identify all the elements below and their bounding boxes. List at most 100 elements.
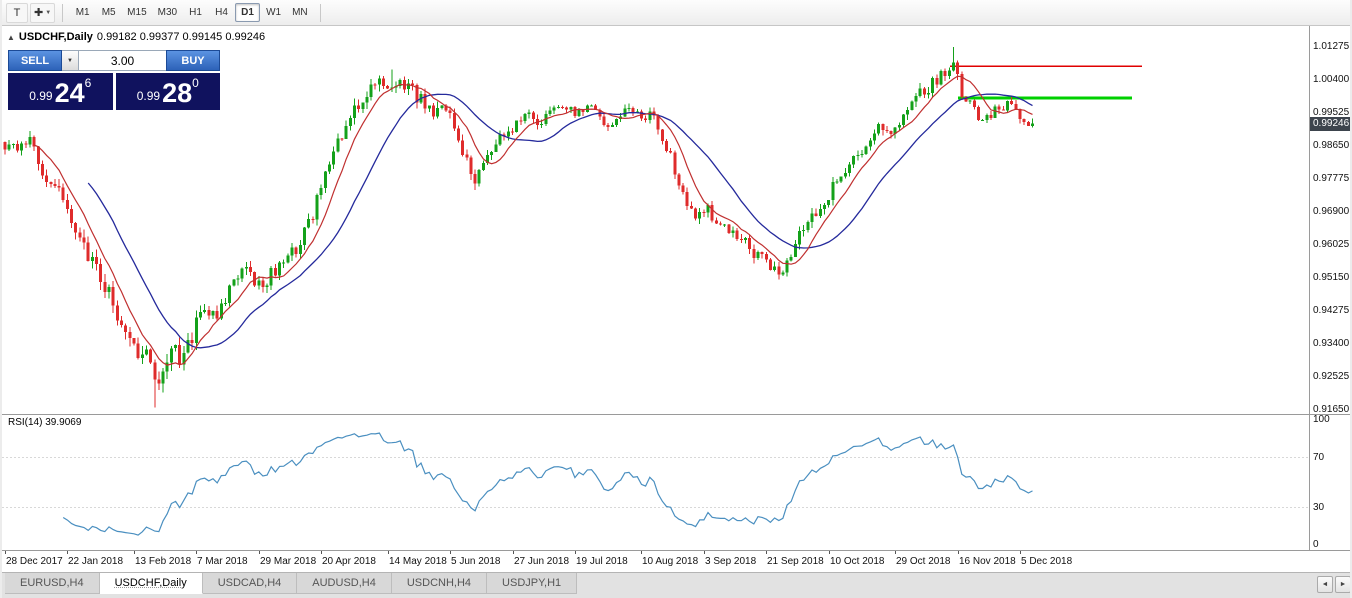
tab-eurusd-h4[interactable]: EURUSD,H4: [5, 573, 100, 594]
one-click-trading-panel: SELL ▼ BUY 0.99 24 6 0.99 28 0: [8, 50, 220, 110]
rsi-axis-label: 30: [1313, 502, 1324, 513]
trade-panel-controls: SELL ▼ BUY: [8, 50, 220, 71]
date-scale[interactable]: 28 Dec 2017 22 Jan 2018 13 Feb 2018 7 Mar 2…: [2, 551, 1309, 572]
buy-price-display[interactable]: 0.99 28 0: [116, 73, 221, 110]
date-axis-label: 21 Sep 2018: [767, 556, 824, 567]
date-axis-label: 3 Sep 2018: [705, 556, 756, 567]
date-tick-mark: [388, 551, 389, 554]
buy-button[interactable]: BUY: [166, 50, 220, 71]
tab-audusd-h4[interactable]: AUDUSD,H4: [297, 573, 392, 594]
timeframe-button-m1[interactable]: M1: [70, 3, 95, 22]
price-axis-label: 0.99525: [1313, 107, 1349, 118]
chart-symbol-line: ▲ USDCHF,Daily 0.99182 0.99377 0.99145 0…: [7, 31, 265, 43]
drawing-tool-dropdown-icon[interactable]: ✚▼: [30, 3, 55, 23]
buy-price-pip-digit: 0: [192, 76, 199, 90]
date-tick-mark: [196, 551, 197, 554]
timeframe-button-m5[interactable]: M5: [96, 3, 121, 22]
rsi-indicator-canvas[interactable]: [2, 415, 1309, 550]
date-tick-mark: [67, 551, 68, 554]
date-axis-label: 16 Nov 2018: [959, 556, 1016, 567]
chart-tool-icon[interactable]: T: [6, 3, 28, 23]
date-tick-mark: [766, 551, 767, 554]
symbol-ohlc-values: 0.99182 0.99377 0.99145 0.99246: [97, 31, 265, 43]
price-axis-label: 0.98650: [1313, 140, 1349, 151]
date-axis-label: 14 May 2018: [389, 556, 447, 567]
date-axis-label: 29 Oct 2018: [896, 556, 950, 567]
current-price-badge: 0.99246: [1310, 117, 1352, 131]
rsi-indicator-label: RSI(14) 39.9069: [8, 417, 81, 428]
buy-price-prefix: 0.99: [137, 89, 160, 103]
date-axis-label: 22 Jan 2018: [68, 556, 123, 567]
collapse-icon[interactable]: ▲: [7, 33, 15, 42]
toolbar-separator: [320, 4, 321, 22]
timeframe-button-m15[interactable]: M15: [122, 3, 151, 22]
date-axis-label: 29 Mar 2018: [260, 556, 316, 567]
sell-price-big-digits: 24: [55, 80, 85, 107]
timeframe-button-m30[interactable]: M30: [153, 3, 182, 22]
date-axis-label: 13 Feb 2018: [135, 556, 191, 567]
timeframe-button-w1[interactable]: W1: [261, 3, 286, 22]
price-axis-label: 0.94275: [1313, 305, 1349, 316]
toolbar-icons: T✚▼: [6, 3, 55, 23]
tab-scroll-right-icon[interactable]: ►: [1335, 576, 1351, 593]
lot-dropdown-icon[interactable]: ▼: [62, 50, 79, 71]
date-tick-mark: [958, 551, 959, 554]
tab-usdchf-daily[interactable]: USDCHF,Daily: [100, 573, 203, 594]
tab-usdcad-h4[interactable]: USDCAD,H4: [203, 573, 298, 594]
price-axis-label: 0.97775: [1313, 173, 1349, 184]
date-tick-mark: [450, 551, 451, 554]
date-axis-label: 19 Jul 2018: [576, 556, 628, 567]
tab-scroll-left-icon[interactable]: ◄: [1317, 576, 1333, 593]
rsi-scale[interactable]: 100 70 30 0: [1310, 415, 1352, 550]
toolbar-separator: [62, 4, 63, 22]
date-axis-label: 10 Aug 2018: [642, 556, 698, 567]
date-axis-label: 5 Dec 2018: [1021, 556, 1072, 567]
price-axis-label: 0.95150: [1313, 272, 1349, 283]
rsi-axis-label: 100: [1313, 414, 1330, 425]
sell-price-display[interactable]: 0.99 24 6: [8, 73, 113, 110]
tab-usdcnh-h4[interactable]: USDCNH,H4: [392, 573, 487, 594]
buy-price-big-digits: 28: [162, 80, 192, 107]
date-tick-mark: [134, 551, 135, 554]
date-tick-mark: [513, 551, 514, 554]
sell-price-prefix: 0.99: [29, 89, 52, 103]
date-axis-label: 7 Mar 2018: [197, 556, 248, 567]
date-tick-mark: [641, 551, 642, 554]
date-tick-mark: [895, 551, 896, 554]
mt4-window: T✚▼ M1M5M15M30H1H4D1W1MN ▲ USDCHF,Daily …: [0, 0, 1352, 598]
trade-panel-prices: 0.99 24 6 0.99 28 0: [8, 73, 220, 110]
toolbar: T✚▼ M1M5M15M30H1H4D1W1MN: [2, 0, 1350, 26]
tab-scroll-buttons: ◄ ►: [1317, 576, 1351, 593]
date-tick-mark: [1020, 551, 1021, 554]
timeframe-button-h1[interactable]: H1: [183, 3, 208, 22]
sell-button[interactable]: SELL: [8, 50, 62, 71]
date-tick-mark: [259, 551, 260, 554]
chart-tabs: EURUSD,H4USDCHF,DailyUSDCAD,H4AUDUSD,H4U…: [5, 573, 577, 594]
price-axis-label: 1.00400: [1313, 74, 1349, 85]
rsi-axis-label: 70: [1313, 452, 1324, 463]
sell-price-pip-digit: 6: [85, 76, 92, 90]
timeframe-button-h4[interactable]: H4: [209, 3, 234, 22]
date-axis-label: 10 Oct 2018: [830, 556, 884, 567]
price-axis-label: 0.96025: [1313, 239, 1349, 250]
price-axis-label: 0.93400: [1313, 338, 1349, 349]
date-axis-label: 28 Dec 2017: [6, 556, 63, 567]
chart-tab-bar: EURUSD,H4USDCHF,DailyUSDCAD,H4AUDUSD,H4U…: [2, 572, 1352, 598]
date-tick-mark: [321, 551, 322, 554]
date-axis-label: 5 Jun 2018: [451, 556, 501, 567]
timeframe-buttons: M1M5M15M30H1H4D1W1MN: [70, 3, 312, 22]
price-axis-label: 0.96900: [1313, 206, 1349, 217]
price-scale[interactable]: 0.99246 1.01275 1.00400 0.99525 0.98650 0.97…: [1310, 26, 1352, 414]
tab-usdjpy-h1[interactable]: USDJPY,H1: [487, 573, 577, 594]
date-tick-mark: [575, 551, 576, 554]
symbol-name: USDCHF,Daily: [19, 31, 93, 43]
date-axis-label: 27 Jun 2018: [514, 556, 569, 567]
lot-size-input[interactable]: [79, 50, 166, 71]
price-axis-label: 1.01275: [1313, 41, 1349, 52]
timeframe-button-d1[interactable]: D1: [235, 3, 260, 22]
date-tick-mark: [829, 551, 830, 554]
rsi-axis-label: 0: [1313, 539, 1319, 550]
date-axis-label: 20 Apr 2018: [322, 556, 376, 567]
timeframe-button-mn[interactable]: MN: [287, 3, 313, 22]
pane-divider[interactable]: [2, 414, 1352, 415]
